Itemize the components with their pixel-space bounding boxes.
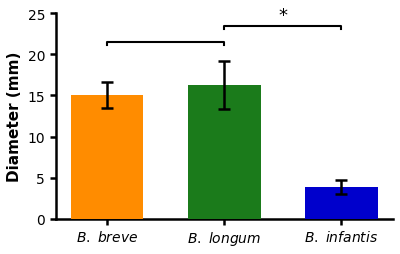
Bar [71,95,144,219]
Y-axis label: Diameter (mm): Diameter (mm) [7,52,22,181]
Bar [305,188,378,219]
Bar [188,85,261,219]
Text: *: * [278,7,287,25]
